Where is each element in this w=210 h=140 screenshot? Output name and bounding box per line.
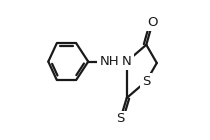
Text: N: N [122, 55, 132, 68]
Text: S: S [116, 113, 125, 125]
Text: O: O [147, 16, 158, 29]
Text: S: S [142, 75, 151, 88]
Text: NH: NH [99, 55, 119, 68]
